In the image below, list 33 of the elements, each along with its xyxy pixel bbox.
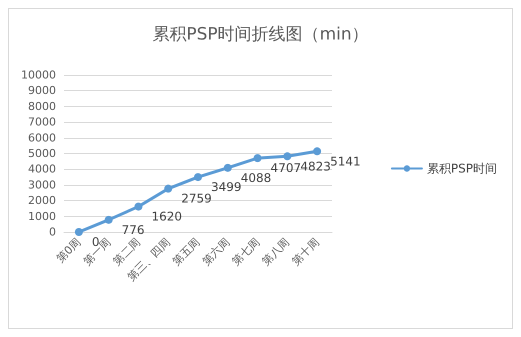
point — [164, 184, 172, 193]
chart-title: 累积PSP时间折线图（min） — [152, 24, 369, 44]
data-label: 4823 — [300, 159, 331, 174]
point — [313, 147, 322, 156]
y-tick-label: 10000 — [21, 68, 56, 82]
data-label: 2759 — [181, 192, 212, 206]
point — [283, 152, 292, 160]
y-tick-label: 1000 — [28, 210, 56, 223]
y-tick-label: 8000 — [28, 100, 56, 113]
data-label: 776 — [122, 222, 145, 237]
legend-label: 累积PSP时间 — [426, 162, 498, 176]
data-label: 4088 — [240, 170, 272, 185]
data-label: 4707 — [270, 161, 302, 176]
point — [194, 173, 202, 182]
point — [224, 164, 232, 172]
x-tick-label: 第0周 — [54, 235, 84, 266]
point — [104, 216, 113, 224]
y-tick-label: 2000 — [28, 194, 56, 208]
y-tick-label: 0 — [49, 226, 56, 238]
point — [134, 202, 142, 211]
data-label: 1620 — [151, 210, 182, 224]
point — [74, 228, 83, 236]
y-tick-label: 9000 — [28, 84, 56, 98]
y-tick-label: 4000 — [28, 162, 56, 176]
point — [254, 154, 262, 162]
data-label: 5141 — [330, 154, 361, 168]
y-tick-label: 5000 — [28, 147, 56, 160]
data-label: 0 — [92, 235, 100, 249]
x-tick-label: 第十周 — [289, 235, 322, 268]
y-tick-label: 6000 — [28, 131, 56, 144]
y-tick-label: 7000 — [28, 116, 56, 129]
y-tick-label: 3000 — [28, 178, 56, 192]
data-label: 3499 — [211, 180, 242, 194]
